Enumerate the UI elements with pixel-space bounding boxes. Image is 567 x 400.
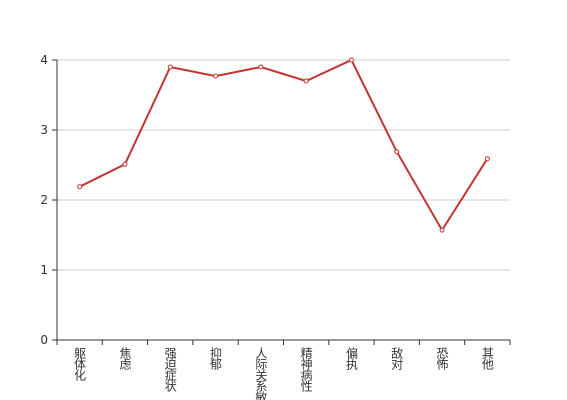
x-tick-label: 焦虑 — [118, 347, 132, 370]
point — [77, 184, 83, 190]
x-tick-label: 其他 — [480, 347, 494, 370]
x-tick-label: 恐怖 — [435, 347, 449, 370]
x-tick-label: 躯体化 — [73, 346, 87, 382]
x-tick-label: 精神病性 — [299, 347, 313, 393]
y-tick-label: 1 — [40, 263, 48, 277]
x-tick-label: 抑郁 — [209, 346, 223, 371]
x-tick-label: 敌对 — [390, 346, 404, 370]
x-tick-label: 人际关系敏感 — [254, 347, 268, 400]
point — [122, 161, 128, 167]
point — [258, 64, 264, 70]
y-tick-label: 2 — [40, 193, 48, 207]
y-tick-label: 3 — [40, 123, 48, 137]
point — [394, 149, 400, 155]
point — [167, 64, 173, 70]
point — [213, 73, 219, 79]
y-tick-label: 0 — [40, 333, 48, 347]
point — [348, 57, 354, 63]
point — [484, 156, 490, 162]
point — [439, 227, 445, 233]
y-tick-label: 4 — [40, 53, 48, 67]
point — [303, 78, 309, 84]
line — [79, 58, 489, 233]
x-tick-label: 偏执 — [344, 346, 358, 371]
x-tick-label: 强迫症状 — [163, 347, 177, 392]
